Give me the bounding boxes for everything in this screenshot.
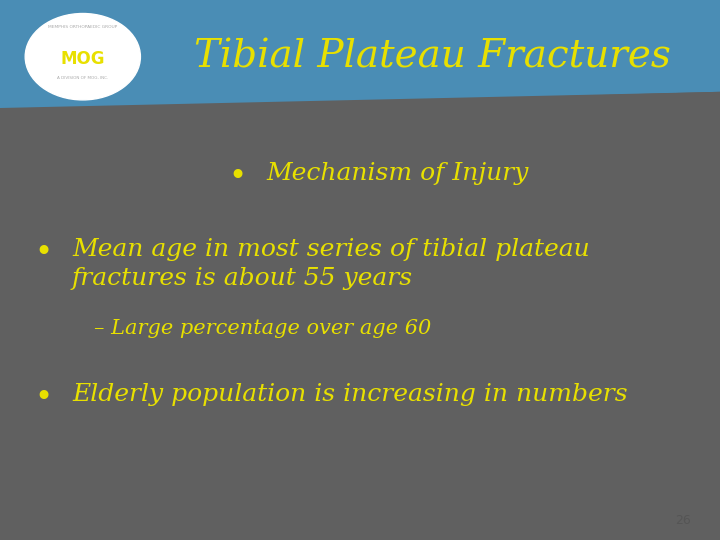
- Polygon shape: [0, 0, 720, 108]
- Text: – Large percentage over age 60: – Large percentage over age 60: [94, 319, 431, 338]
- Polygon shape: [0, 470, 720, 540]
- Text: Tibial Plateau Fractures: Tibial Plateau Fractures: [194, 38, 670, 75]
- Text: 26: 26: [675, 514, 691, 526]
- Circle shape: [25, 14, 140, 100]
- Text: •: •: [34, 238, 53, 267]
- Text: A DIVISION OF MOG, INC.: A DIVISION OF MOG, INC.: [57, 76, 109, 80]
- Text: MOG: MOG: [60, 50, 105, 69]
- Text: Elderly population is increasing in numbers: Elderly population is increasing in numb…: [72, 383, 628, 407]
- Text: Mean age in most series of tibial plateau
fractures is about 55 years: Mean age in most series of tibial platea…: [72, 238, 590, 290]
- Text: MEMPHIS ORTHOPAEDIC GROUP: MEMPHIS ORTHOPAEDIC GROUP: [48, 25, 117, 29]
- Text: •: •: [34, 383, 53, 413]
- Text: •: •: [228, 162, 247, 191]
- Polygon shape: [0, 92, 720, 540]
- Text: Mechanism of Injury: Mechanism of Injury: [266, 162, 528, 185]
